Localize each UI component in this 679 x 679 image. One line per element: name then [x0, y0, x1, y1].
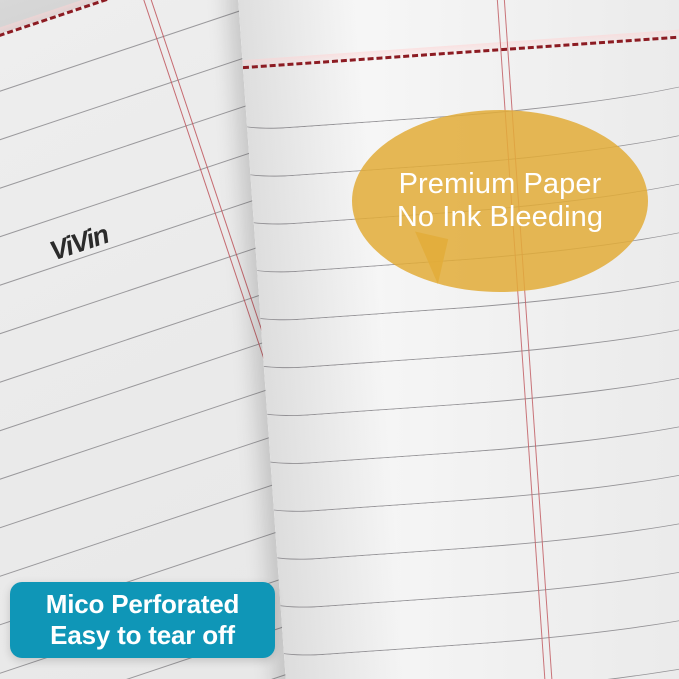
speech-bubble-line-1: Premium Paper [398, 167, 602, 200]
speech-bubble-callout: Premium Paper No Ink Bleeding [352, 110, 648, 292]
speech-bubble-text: Premium Paper No Ink Bleeding [352, 110, 648, 292]
speech-bubble-line-2: No Ink Bleeding [396, 201, 604, 233]
badge-line-1: Mico Perforated [45, 588, 240, 619]
lifted-sheet [236, 0, 679, 679]
speech-bubble-body [352, 110, 648, 292]
feature-badge: Mico Perforated Easy to tear off [10, 582, 275, 658]
badge-line-2: Easy to tear off [50, 620, 235, 650]
